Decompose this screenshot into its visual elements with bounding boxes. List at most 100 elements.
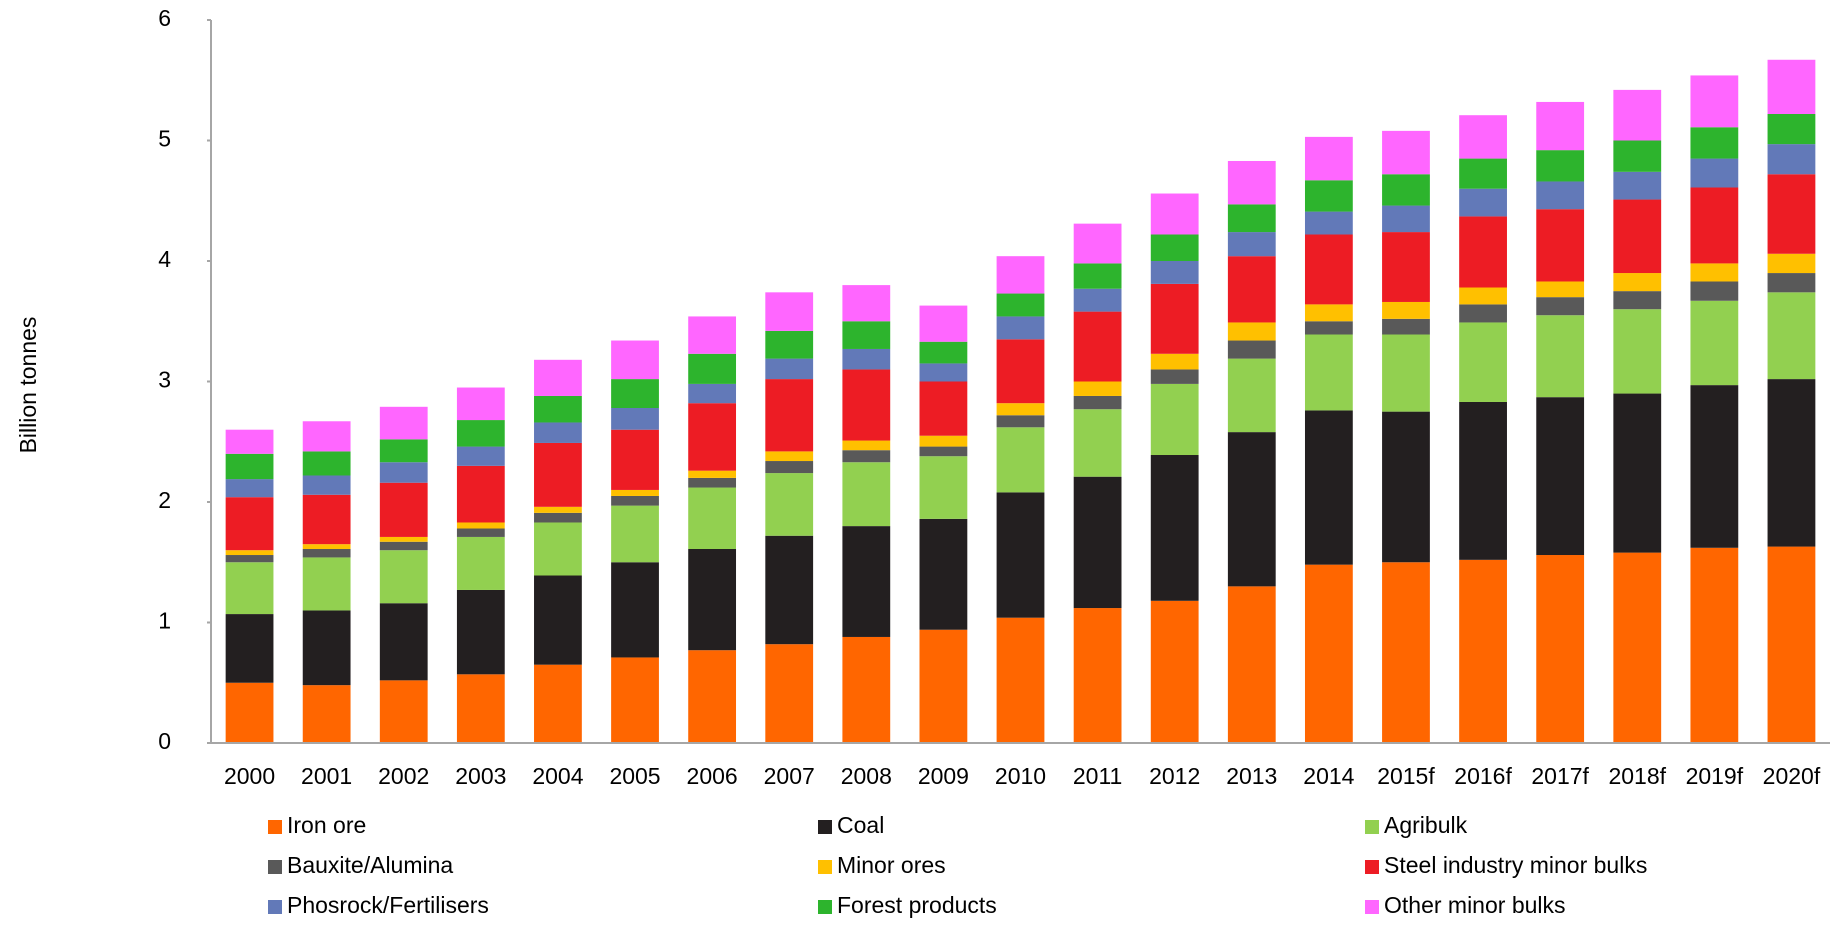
bar-segment bbox=[1459, 304, 1507, 323]
bar-segment bbox=[225, 429, 274, 454]
bar-segment bbox=[1073, 311, 1122, 382]
bar-segment bbox=[1459, 287, 1507, 305]
bar-segment bbox=[379, 603, 428, 681]
bar-segment bbox=[379, 462, 428, 483]
x-tick-label: 2020f bbox=[1763, 763, 1821, 789]
bar-segment bbox=[842, 285, 891, 322]
bar-segment bbox=[1227, 256, 1276, 323]
bar-segment bbox=[1073, 476, 1122, 609]
x-tick-label: 2006 bbox=[687, 763, 738, 789]
bar-segment bbox=[302, 494, 351, 545]
legend-label: Agribulk bbox=[1384, 812, 1468, 838]
legend-swatch bbox=[268, 820, 282, 834]
x-tick-label: 2008 bbox=[841, 763, 892, 789]
bar-segment bbox=[1613, 552, 1662, 743]
bar-segment bbox=[1767, 273, 1816, 293]
bar-segment bbox=[611, 379, 659, 409]
bar-segment bbox=[1613, 199, 1662, 274]
legend-label: Other minor bulks bbox=[1384, 892, 1566, 918]
x-tick-label: 2004 bbox=[532, 763, 583, 789]
bar-segment bbox=[1304, 211, 1353, 235]
bar-segment bbox=[1613, 273, 1662, 292]
bar-segment bbox=[534, 664, 582, 743]
bar-segment bbox=[1150, 353, 1199, 370]
bar-segment bbox=[1150, 193, 1199, 235]
bar-segment bbox=[996, 617, 1045, 743]
bar-segment bbox=[225, 555, 274, 563]
bar-segment bbox=[1459, 322, 1507, 402]
bar-segment bbox=[1690, 300, 1739, 386]
bar-segment bbox=[1536, 101, 1585, 151]
bar-segment bbox=[765, 358, 814, 380]
bar-segment bbox=[1459, 216, 1507, 288]
bar-segment bbox=[611, 495, 659, 506]
bar-segment bbox=[1304, 564, 1353, 743]
bar-segment bbox=[379, 406, 428, 440]
x-tick-label: 2014 bbox=[1303, 763, 1354, 789]
bar-segment bbox=[379, 439, 428, 463]
bar-segment bbox=[1304, 334, 1353, 411]
bar-segment bbox=[1690, 158, 1739, 188]
bar-segment bbox=[1767, 113, 1816, 145]
bar-segment bbox=[1536, 281, 1585, 298]
bar-segment bbox=[302, 421, 351, 452]
bar-segment bbox=[1459, 115, 1507, 159]
bar-segment bbox=[1227, 322, 1276, 341]
bar-segment bbox=[1459, 559, 1507, 743]
bar-segment bbox=[1227, 358, 1276, 433]
bar-segment bbox=[1150, 234, 1199, 261]
x-tick-label: 2001 bbox=[301, 763, 352, 789]
bar-segment bbox=[842, 450, 891, 463]
legend-swatch bbox=[818, 820, 832, 834]
legend-swatch bbox=[1365, 900, 1379, 914]
x-tick-label: 2017f bbox=[1531, 763, 1589, 789]
bar-segment bbox=[534, 512, 582, 523]
legend-label: Phosrock/Fertilisers bbox=[287, 892, 489, 918]
bar-segment bbox=[1227, 204, 1276, 233]
bar-segment bbox=[225, 614, 274, 683]
bar-segment bbox=[1382, 301, 1430, 319]
bar-segment bbox=[688, 470, 737, 478]
bar-segment bbox=[456, 536, 505, 590]
bar-segment bbox=[225, 479, 274, 498]
y-tick-label: 2 bbox=[158, 487, 171, 513]
bar-segment bbox=[1382, 205, 1430, 233]
bar-segment bbox=[534, 395, 582, 423]
bar-segment bbox=[302, 548, 351, 558]
bar-segment bbox=[302, 451, 351, 476]
legend-label: Minor ores bbox=[837, 852, 946, 878]
bar-segment bbox=[688, 650, 737, 743]
bar-segment bbox=[688, 316, 737, 354]
bar-segment bbox=[1382, 318, 1430, 335]
bar-segment bbox=[765, 461, 814, 474]
bar-segment bbox=[1613, 89, 1662, 141]
bar-segment bbox=[919, 341, 968, 364]
legend-swatch bbox=[268, 900, 282, 914]
bar-segment bbox=[842, 636, 891, 743]
bar-segment bbox=[1459, 188, 1507, 217]
bar-segment bbox=[1690, 187, 1739, 264]
bar-segment bbox=[611, 340, 659, 380]
bar-segment bbox=[225, 453, 274, 480]
bar-segment bbox=[1150, 261, 1199, 284]
bar-segment bbox=[379, 541, 428, 551]
bar-segment bbox=[379, 680, 428, 743]
x-tick-label: 2011 bbox=[1073, 763, 1122, 789]
bar-segment bbox=[1767, 144, 1816, 175]
bar-segment bbox=[842, 526, 891, 637]
x-tick-label: 2000 bbox=[224, 763, 275, 789]
x-tick-label: 2012 bbox=[1149, 763, 1200, 789]
y-tick-label: 3 bbox=[158, 367, 171, 393]
bar-segment bbox=[919, 305, 968, 342]
bar-segment bbox=[611, 562, 659, 658]
bar-segment bbox=[996, 427, 1045, 493]
bar-segment bbox=[1767, 59, 1816, 114]
bar-segment bbox=[1304, 234, 1353, 305]
bar-segment bbox=[842, 369, 891, 441]
bar-segment bbox=[1073, 608, 1122, 743]
bar-segment bbox=[1536, 297, 1585, 316]
bar-segment bbox=[611, 429, 659, 490]
bar-segment bbox=[1690, 75, 1739, 128]
bar-segment bbox=[302, 544, 351, 549]
